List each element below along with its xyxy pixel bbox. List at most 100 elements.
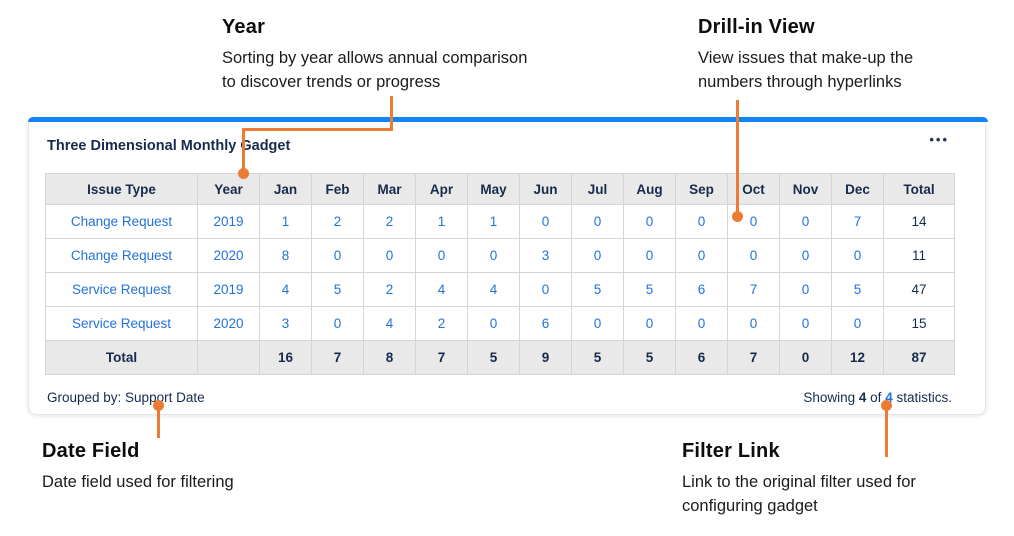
column-header-nov[interactable]: Nov (779, 173, 832, 205)
month-count-link[interactable]: 0 (697, 316, 706, 331)
month-count-link[interactable]: 6 (697, 282, 706, 297)
column-header-aug[interactable]: Aug (623, 173, 676, 205)
table-cell: 4 (415, 272, 468, 307)
month-count-link[interactable]: 3 (281, 316, 290, 331)
month-count-link[interactable]: 0 (801, 316, 810, 331)
issue-type-link[interactable]: Service Request (71, 316, 172, 331)
month-count-link[interactable]: 0 (489, 248, 498, 263)
issue-type-link[interactable]: Change Request (70, 214, 173, 229)
total-month-value: 5 (623, 340, 676, 375)
month-count-link[interactable]: 0 (593, 316, 602, 331)
table-cell: 7 (831, 204, 884, 239)
column-header-may[interactable]: May (467, 173, 520, 205)
month-count-link[interactable]: 0 (333, 248, 342, 263)
column-header-total[interactable]: Total (883, 173, 955, 205)
month-count-link[interactable]: 0 (801, 282, 810, 297)
month-count-link[interactable]: 2 (385, 214, 394, 229)
year-annotation-text: Sorting by year allows annual comparison (222, 49, 528, 67)
table-cell: Change Request (45, 204, 198, 239)
month-count-link[interactable]: 0 (749, 248, 758, 263)
column-header-year[interactable]: Year (197, 173, 260, 205)
month-count-link[interactable]: 0 (749, 316, 758, 331)
month-count-link[interactable]: 0 (593, 248, 602, 263)
year-connector-line (242, 128, 245, 173)
month-count-link[interactable]: 1 (281, 214, 290, 229)
year-link[interactable]: 2020 (213, 248, 244, 263)
year-annotation: Year Sorting by year allows annual compa… (222, 16, 622, 94)
issue-type-link[interactable]: Service Request (71, 282, 172, 297)
table-cell: 0 (675, 204, 728, 239)
month-count-link[interactable]: 4 (281, 282, 290, 297)
month-count-link[interactable]: 0 (697, 214, 706, 229)
drill-in-annotation: Drill-in View View issues that make-up t… (698, 16, 998, 94)
month-count-link[interactable]: 5 (333, 282, 342, 297)
column-header-issue-type[interactable]: Issue Type (45, 173, 198, 205)
month-count-link[interactable]: 0 (593, 214, 602, 229)
month-count-link[interactable]: 8 (281, 248, 290, 263)
month-count-link[interactable]: 2 (385, 282, 394, 297)
gadget-menu-button[interactable] (929, 132, 949, 148)
filter-link-annotation-heading: Filter Link (682, 440, 780, 462)
column-header-mar[interactable]: Mar (363, 173, 416, 205)
month-count-link[interactable]: 0 (801, 214, 810, 229)
table-cell: 0 (571, 204, 624, 239)
year-link[interactable]: 2019 (213, 282, 244, 297)
month-count-link[interactable]: 0 (541, 214, 550, 229)
month-count-link[interactable]: 1 (437, 214, 446, 229)
column-header-jun[interactable]: Jun (519, 173, 572, 205)
table-row: Change Request 2020 8 0 0 0 0 3 0 0 0 0 0 0 11 (45, 238, 955, 273)
month-count-link[interactable]: 2 (333, 214, 342, 229)
month-count-link[interactable]: 0 (385, 248, 394, 263)
table-cell: 0 (623, 238, 676, 273)
total-month-value: 7 (415, 340, 468, 375)
month-count-link[interactable]: 0 (853, 316, 862, 331)
month-count-link[interactable]: 0 (541, 282, 550, 297)
month-count-link[interactable]: 0 (489, 316, 498, 331)
table-cell: 4 (259, 272, 312, 307)
month-count-link[interactable]: 5 (593, 282, 602, 297)
month-count-link[interactable]: 7 (749, 282, 758, 297)
month-count-link[interactable]: 0 (645, 316, 654, 331)
month-count-link[interactable]: 0 (333, 316, 342, 331)
month-count-link[interactable]: 7 (853, 214, 862, 229)
table-row: Service Request 2019 4 5 2 4 4 0 5 5 6 7 0 5 47 (45, 272, 955, 307)
year-link[interactable]: 2019 (213, 214, 244, 229)
month-count-link[interactable]: 5 (853, 282, 862, 297)
column-header-feb[interactable]: Feb (311, 173, 364, 205)
table-cell: 2 (311, 204, 364, 239)
month-count-link[interactable]: 0 (749, 214, 758, 229)
month-count-link[interactable]: 4 (437, 282, 446, 297)
column-header-dec[interactable]: Dec (831, 173, 884, 205)
table-cell: 5 (311, 272, 364, 307)
table-cell: 8 (259, 238, 312, 273)
month-count-link[interactable]: 6 (541, 316, 550, 331)
table-cell: 0 (623, 204, 676, 239)
month-count-link[interactable]: 0 (645, 214, 654, 229)
table-cell: 0 (311, 238, 364, 273)
month-count-link[interactable]: 4 (385, 316, 394, 331)
month-count-link[interactable]: 2 (437, 316, 446, 331)
month-count-link[interactable]: 0 (645, 248, 654, 263)
month-count-link[interactable]: 0 (437, 248, 446, 263)
column-header-jan[interactable]: Jan (259, 173, 312, 205)
month-count-link[interactable]: 0 (801, 248, 810, 263)
table-row: Service Request 2020 3 0 4 2 0 6 0 0 0 0 0 0 15 (45, 306, 955, 341)
issue-type-link[interactable]: Change Request (70, 248, 173, 263)
year-annotation-heading: Year (222, 16, 266, 38)
month-count-link[interactable]: 0 (697, 248, 706, 263)
month-count-link[interactable]: 0 (853, 248, 862, 263)
filter-total-link[interactable]: 4 (885, 390, 893, 405)
year-link[interactable]: 2020 (213, 316, 244, 331)
column-header-apr[interactable]: Apr (415, 173, 468, 205)
month-count-link[interactable]: 5 (645, 282, 654, 297)
month-count-link[interactable]: 4 (489, 282, 498, 297)
table-cell: 0 (415, 238, 468, 273)
table-cell: 0 (779, 272, 832, 307)
table-cell: 0 (519, 272, 572, 307)
table-cell: 1 (415, 204, 468, 239)
column-header-jul[interactable]: Jul (571, 173, 624, 205)
month-count-link[interactable]: 3 (541, 248, 550, 263)
column-header-sep[interactable]: Sep (675, 173, 728, 205)
table-cell: 4 (363, 306, 416, 341)
month-count-link[interactable]: 1 (489, 214, 498, 229)
